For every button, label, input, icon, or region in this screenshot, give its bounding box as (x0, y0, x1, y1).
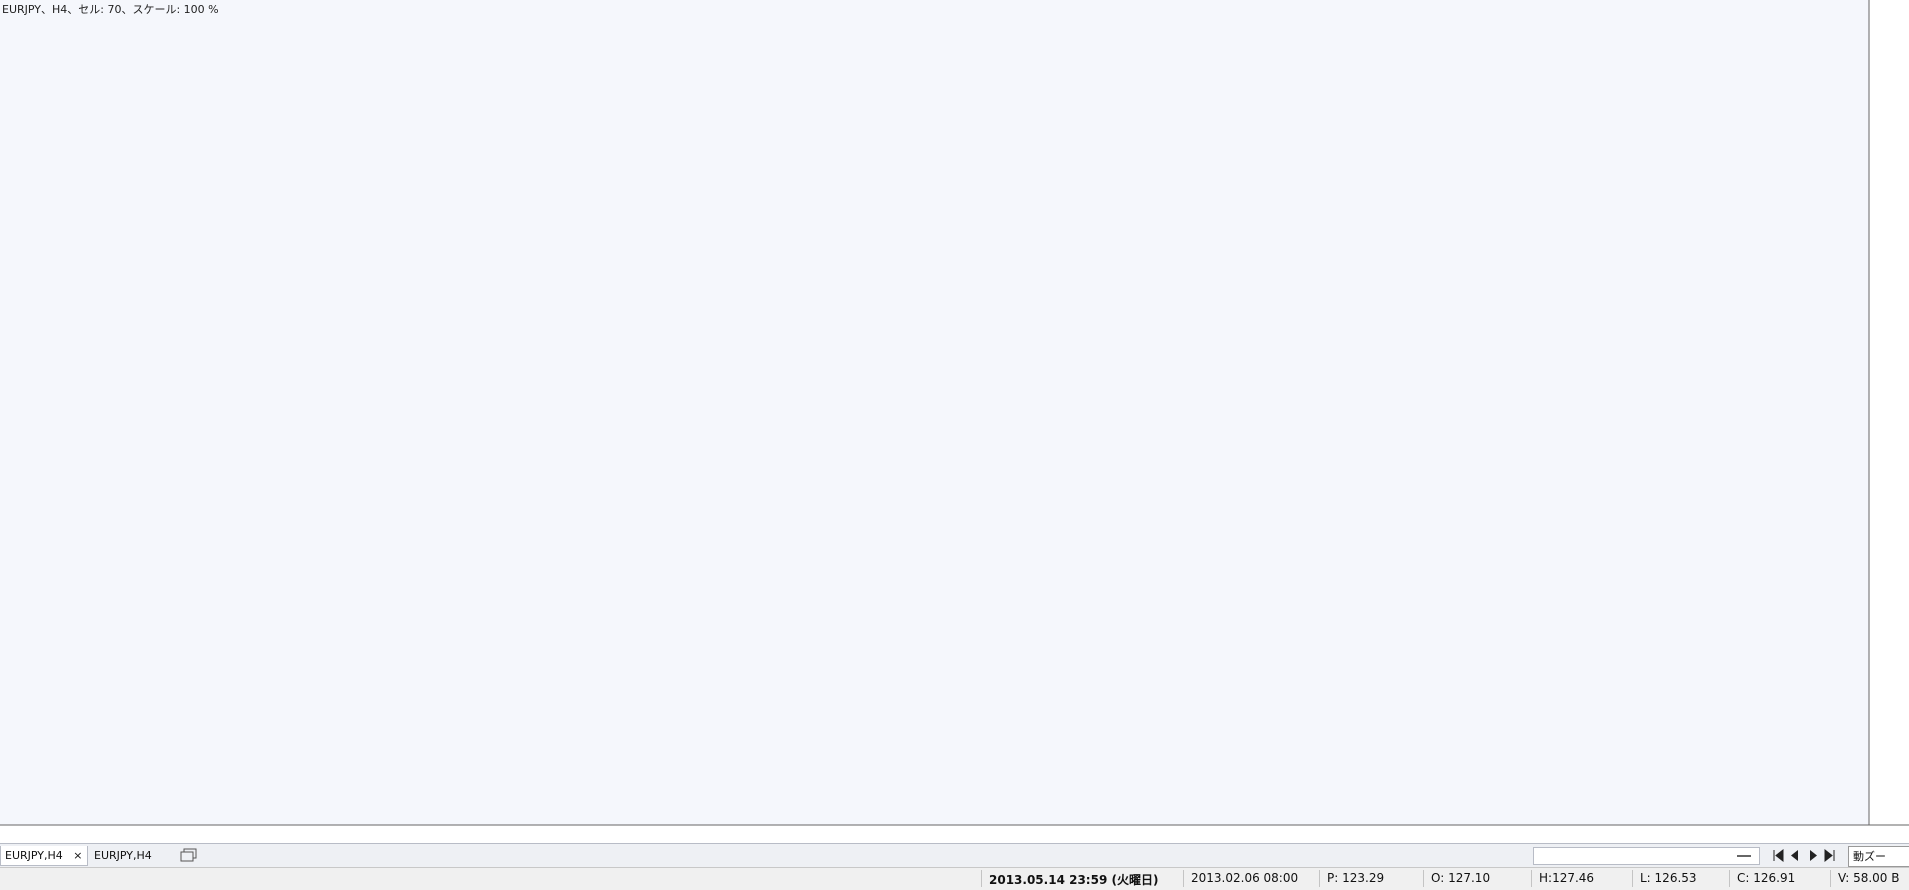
tab-close[interactable]: × (73, 849, 83, 862)
status-bar: 2013.05.14 23:59 (火曜日) 2013.02.06 08:00 P:… (0, 867, 1909, 890)
plot-area (0, 0, 1869, 825)
status-separator (1830, 870, 1831, 887)
status-field: 2013.02.06 08:00 (1191, 871, 1299, 885)
status-field: V: 58.00 B (1838, 871, 1900, 885)
status-separator (981, 870, 982, 887)
status-separator (1531, 870, 1532, 887)
new-window-icon[interactable] (180, 848, 198, 863)
status-field: P: 123.29 (1327, 871, 1385, 885)
zoom-button[interactable]: 動ズー (1848, 846, 1909, 867)
tab[interactable]: EURJPY,H4 (90, 846, 156, 865)
status-field: H:127.46 (1539, 871, 1595, 885)
tab-label: EURJPY,H4 (94, 849, 152, 862)
zoom-button-label: 動ズー (1853, 850, 1886, 863)
status-field: 2013.05.14 23:59 (火曜日) (989, 873, 1159, 887)
scroll-arrows[interactable] (1772, 848, 1844, 863)
scroll-field[interactable] (1533, 847, 1760, 865)
status-field: L: 126.53 (1640, 871, 1697, 885)
status-separator (1319, 870, 1320, 887)
tab-label: EURJPY,H4 (5, 849, 63, 862)
status-separator (1729, 870, 1730, 887)
status-field: C: 126.91 (1737, 871, 1796, 885)
chart: EURJPY、H4、セル: 70、スケール: 100 % (0, 0, 1909, 826)
status-field: O: 127.10 (1431, 871, 1491, 885)
status-separator (1183, 870, 1184, 887)
tab[interactable]: EURJPY,H4 × (0, 846, 88, 866)
status-separator (1632, 870, 1633, 887)
status-separator (1423, 870, 1424, 887)
chart-title: EURJPY、H4、セル: 70、スケール: 100 % (2, 3, 219, 16)
tab-bar: EURJPY,H4 × EURJPY,H4 動ズー (0, 843, 1909, 868)
